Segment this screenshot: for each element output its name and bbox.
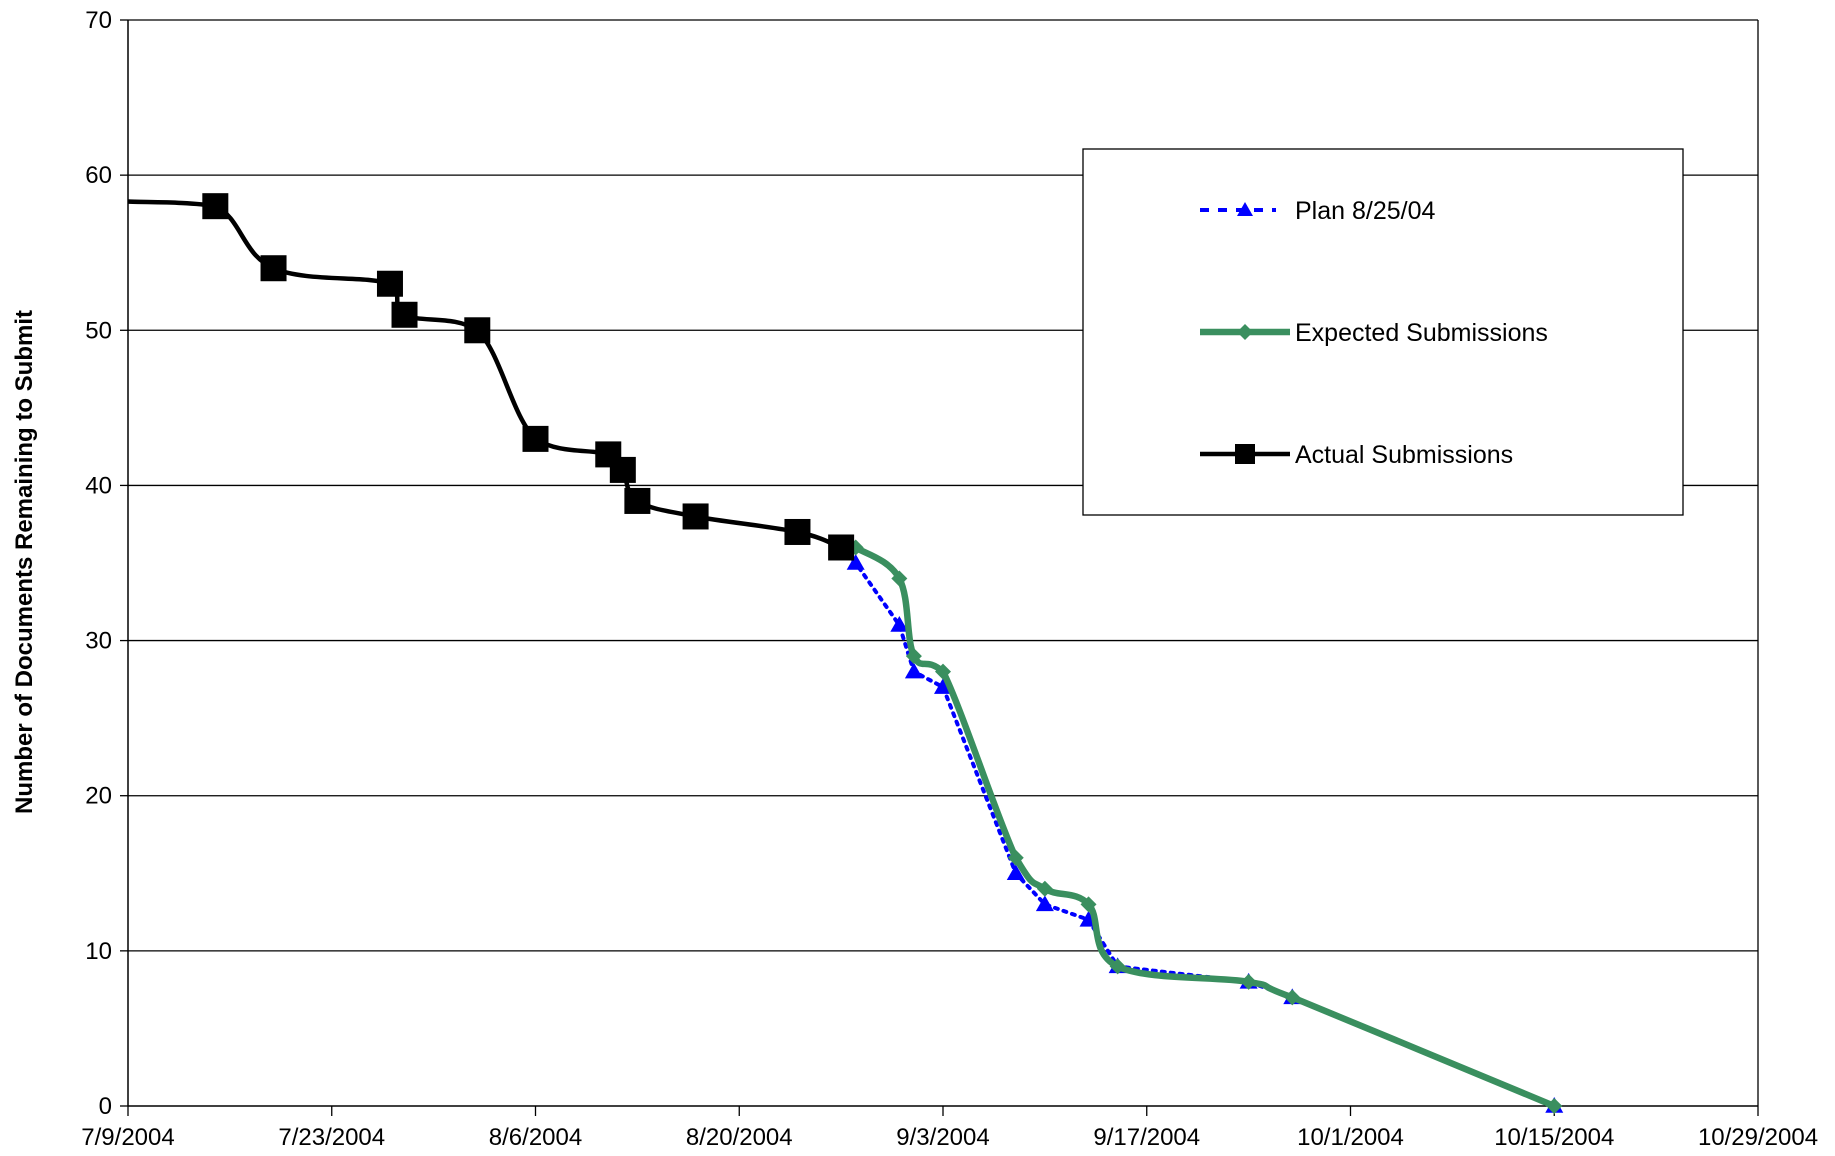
expected-marker <box>1284 989 1301 1006</box>
legend-item: Expected Submissions <box>1200 319 1548 347</box>
y-tick-label: 30 <box>85 628 112 655</box>
expected-marker <box>1546 1098 1563 1114</box>
legend-label: Expected Submissions <box>1295 319 1548 347</box>
expected-marker <box>1240 973 1257 990</box>
y-tick-label: 50 <box>85 317 112 344</box>
x-tick-label: 10/1/2004 <box>1297 1124 1404 1151</box>
expected-marker <box>1237 324 1253 340</box>
axes: 0 10 20 30 40 50 60 70 7/9/2004 7/23/2004 8/6/2004… <box>81 7 1818 1151</box>
series-group <box>127 193 1564 1114</box>
legend-label: Plan 8/25/04 <box>1295 197 1435 225</box>
series-1 <box>847 539 1563 1114</box>
y-tick-label: 40 <box>85 472 112 499</box>
expected-marker <box>905 648 922 665</box>
actual-marker <box>522 425 549 452</box>
y-tick-label: 60 <box>85 162 112 189</box>
expected-marker <box>1007 849 1024 866</box>
legend-label: Actual Submissions <box>1295 441 1513 469</box>
plan-marker <box>1035 895 1054 912</box>
actual-marker <box>682 503 709 530</box>
expected-marker <box>1080 896 1097 913</box>
expected-marker <box>1109 958 1126 975</box>
legend: Plan 8/25/04 Expected Submissions Actual S… <box>1082 148 1684 516</box>
plan-marker <box>890 616 909 632</box>
series-2 <box>127 193 855 561</box>
actual-marker <box>784 518 811 545</box>
actual-marker <box>464 317 491 344</box>
legend-item: Actual Submissions <box>1200 441 1513 469</box>
actual-marker <box>624 487 651 514</box>
x-tick-label: 10/29/2004 <box>1698 1124 1818 1151</box>
x-tick-label: 7/23/2004 <box>278 1124 385 1151</box>
x-tick-label: 10/15/2004 <box>1494 1124 1614 1151</box>
actual-marker <box>828 534 855 561</box>
plan-marker <box>846 554 865 570</box>
y-tick-label: 20 <box>85 783 112 810</box>
y-tick-label: 70 <box>85 7 112 34</box>
x-tick-label: 8/6/2004 <box>489 1124 582 1151</box>
plan-marker <box>904 662 923 679</box>
expected-marker <box>935 663 951 680</box>
legend-item: Plan 8/25/04 <box>1200 197 1435 225</box>
plan-marker <box>1237 202 1253 216</box>
plan-marker <box>934 678 952 694</box>
actual-marker <box>260 255 287 282</box>
legend-box <box>1082 148 1684 516</box>
actual-marker <box>202 193 229 220</box>
actual-marker <box>391 301 418 328</box>
actual-marker <box>1235 444 1255 464</box>
y-axis-title: Number of Documents Remaining to Submit <box>11 310 38 814</box>
x-tick-label: 9/3/2004 <box>896 1124 989 1151</box>
y-tick-label: 0 <box>99 1093 112 1120</box>
actual-marker <box>609 456 636 483</box>
plan-line <box>839 545 1557 1108</box>
x-tick-label: 7/9/2004 <box>81 1124 174 1151</box>
x-tick-label: 9/17/2004 <box>1093 1124 1200 1151</box>
actual-marker <box>376 270 403 297</box>
plan-marker <box>1006 864 1025 881</box>
y-tick-label: 10 <box>85 938 112 965</box>
x-tick-label: 8/20/2004 <box>686 1124 793 1151</box>
expected-marker <box>891 570 908 587</box>
expected-marker <box>1036 880 1053 897</box>
